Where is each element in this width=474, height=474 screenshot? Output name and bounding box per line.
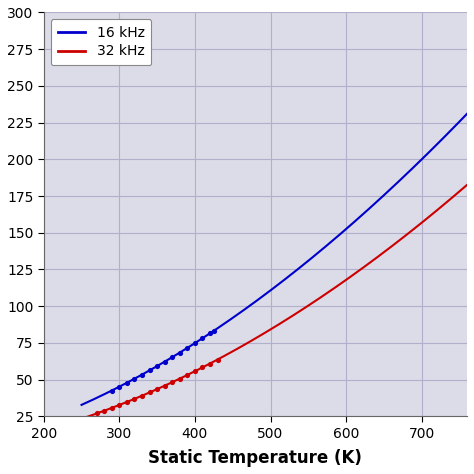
Point [146,366,154,374]
Point [153,385,161,393]
Point [214,356,221,363]
Point [116,383,123,391]
Point [199,335,206,342]
Point [123,379,131,387]
X-axis label: Static Temperature (K): Static Temperature (K) [148,449,362,467]
Point [146,389,154,396]
Point [168,354,176,361]
Point [138,371,146,378]
Point [161,382,168,390]
Point [123,398,131,406]
Legend: 16 kHz, 32 kHz: 16 kHz, 32 kHz [51,19,152,65]
Point [108,387,116,394]
Point [176,375,183,383]
Point [183,344,191,352]
Point [199,364,206,371]
Point [206,329,214,337]
Point [131,395,138,403]
Point [131,375,138,383]
Point [206,360,214,367]
Point [108,404,116,412]
Point [191,367,199,375]
Point [161,358,168,365]
Point [191,339,199,347]
Point [153,362,161,370]
Point [183,371,191,379]
Point [176,349,183,356]
Point [116,401,123,409]
Point [210,327,218,335]
Point [93,410,100,417]
Point [138,392,146,400]
Point [168,378,176,386]
Point [100,407,108,415]
